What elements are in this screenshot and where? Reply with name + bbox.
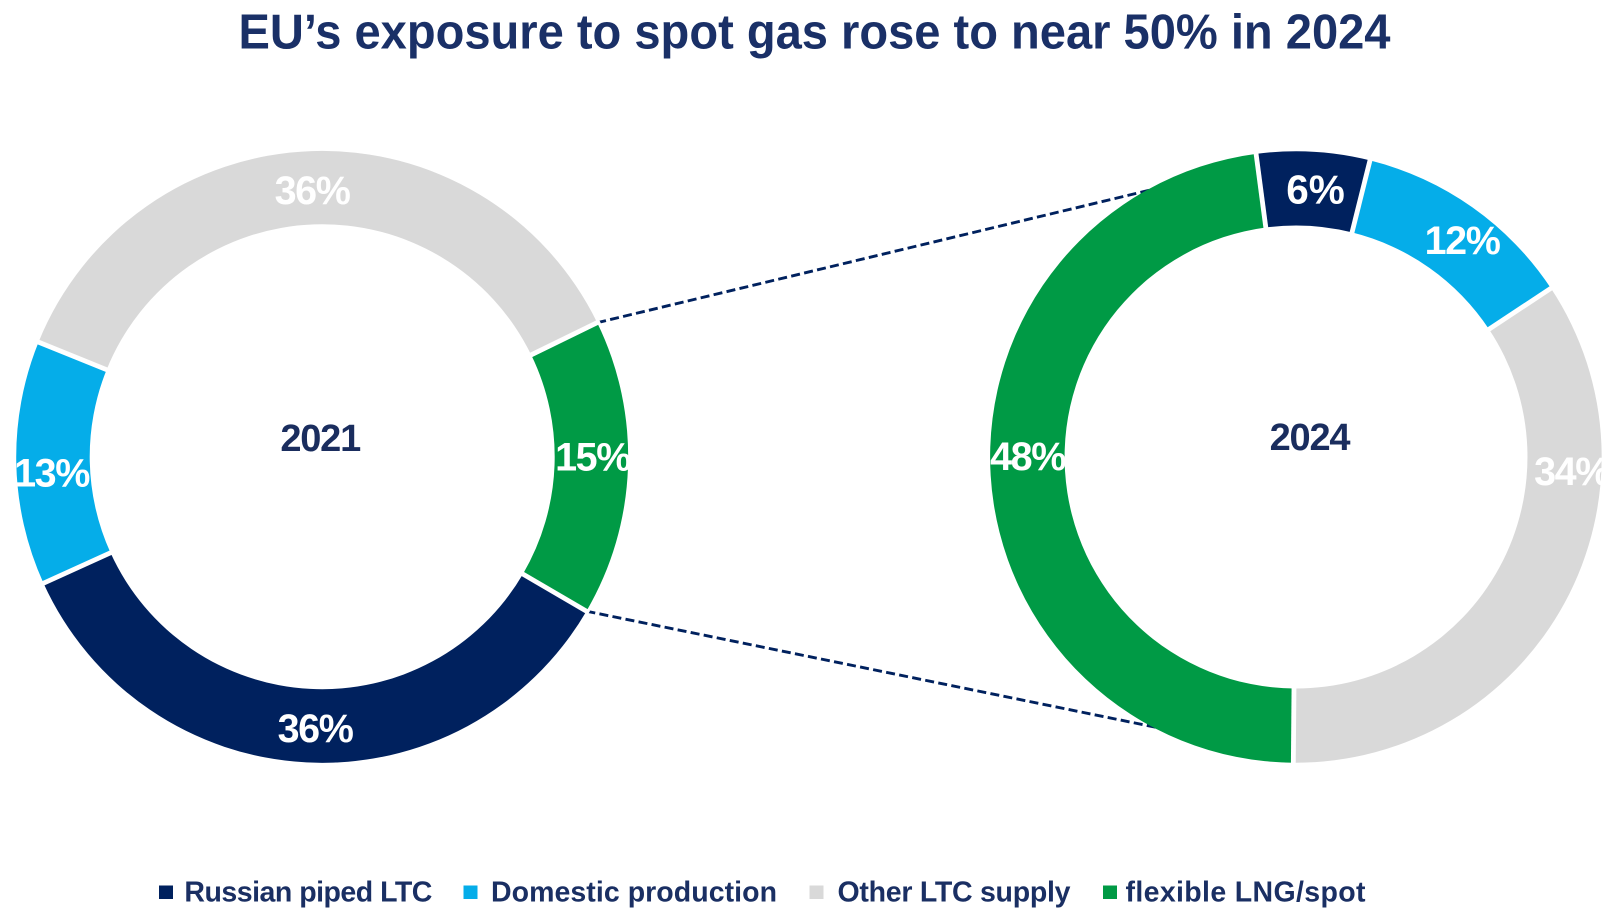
svg-text:EU’s exposure to spot gas rose: EU’s exposure to spot gas rose to near 5… xyxy=(239,5,1391,60)
svg-text:15%: 15% xyxy=(555,436,631,480)
svg-text:36%: 36% xyxy=(278,707,354,751)
svg-text:34%: 34% xyxy=(1534,450,1610,494)
svg-text:2021: 2021 xyxy=(280,418,361,460)
svg-text:12%: 12% xyxy=(1425,219,1501,263)
svg-text:Domestic production: Domestic production xyxy=(491,877,777,909)
svg-text:Other LTC supply: Other LTC supply xyxy=(838,877,1071,909)
svg-text:flexible LNG/spot: flexible LNG/spot xyxy=(1126,877,1367,909)
svg-text:2024: 2024 xyxy=(1270,417,1351,459)
svg-text:Russian piped LTC: Russian piped LTC xyxy=(184,877,432,909)
svg-text:48%: 48% xyxy=(990,435,1066,479)
svg-text:6%: 6% xyxy=(1286,167,1345,213)
svg-text:13%: 13% xyxy=(14,452,90,496)
svg-text:36%: 36% xyxy=(275,169,351,213)
